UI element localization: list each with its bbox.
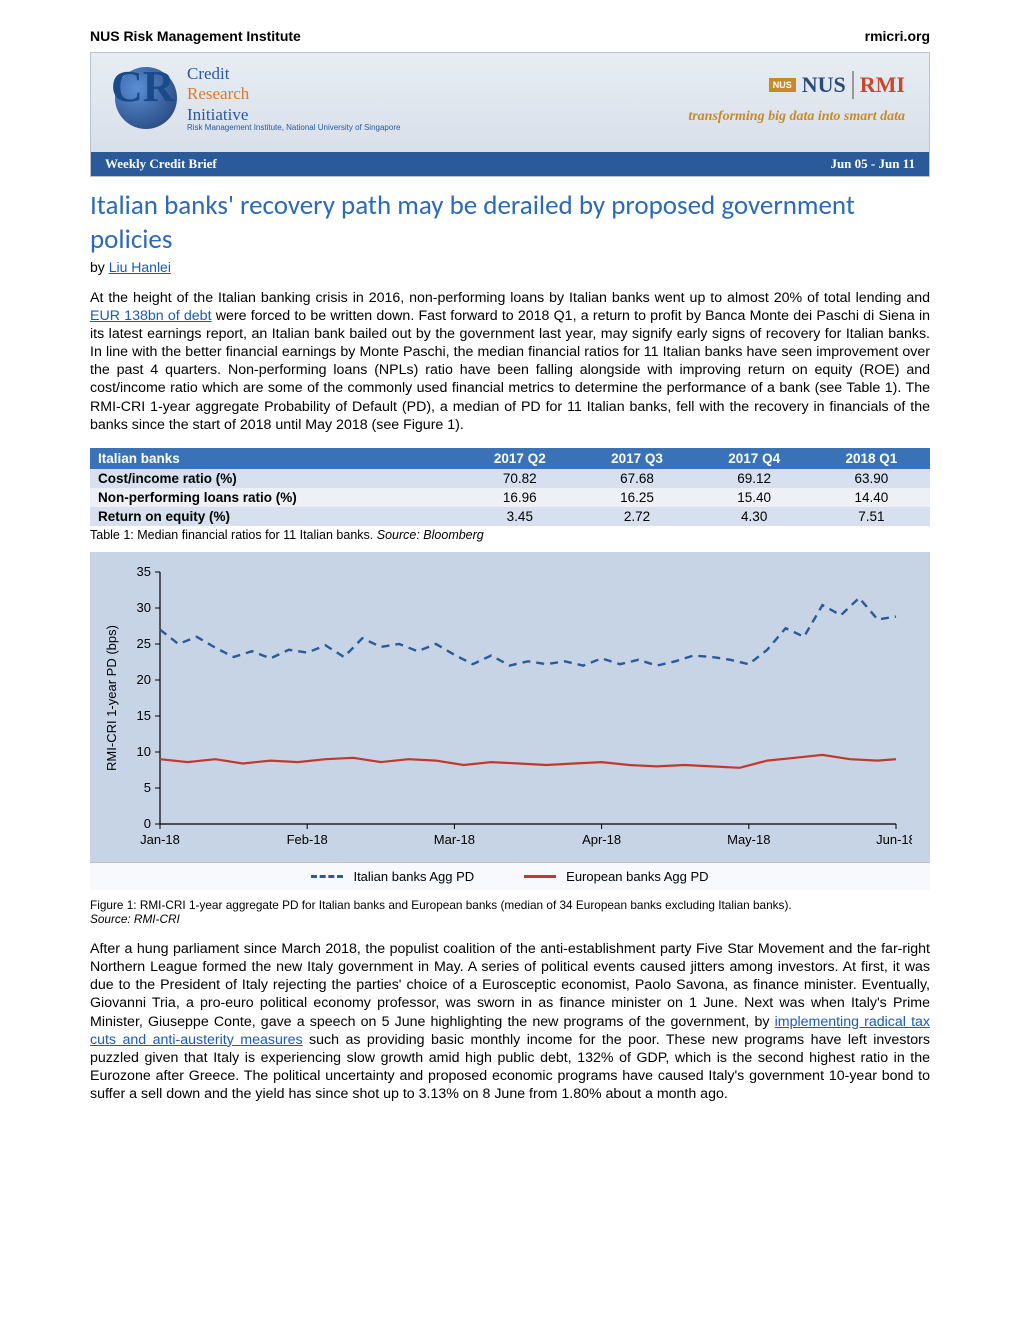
legend-label: Italian banks Agg PD — [353, 869, 474, 884]
table-caption: Table 1: Median financial ratios for 11 … — [90, 528, 930, 542]
banner: Credit Research Initiative Risk Manageme… — [90, 52, 930, 177]
legend-swatch — [524, 875, 556, 878]
financial-ratios-table: Italian banks2017 Q22017 Q32017 Q42018 Q… — [90, 448, 930, 526]
table-row: Non-performing loans ratio (%)16.9616.25… — [90, 488, 930, 507]
svg-text:May-18: May-18 — [727, 832, 770, 847]
legend-item: European banks Agg PD — [524, 869, 708, 884]
chart-legend: Italian banks Agg PD European banks Agg P… — [90, 862, 930, 890]
table-header-cell: 2017 Q4 — [696, 448, 813, 469]
table-cell: 63.90 — [813, 469, 930, 488]
row-label: Non-performing loans ratio (%) — [90, 488, 461, 507]
globe-icon — [115, 67, 177, 129]
row-label: Return on equity (%) — [90, 507, 461, 526]
table-cell: 14.40 — [813, 488, 930, 507]
table-cell: 16.96 — [461, 488, 578, 507]
svg-text:Apr-18: Apr-18 — [582, 832, 621, 847]
table-row: Cost/income ratio (%)70.8267.6869.1263.9… — [90, 469, 930, 488]
table-cell: 16.25 — [578, 488, 695, 507]
figure-caption: Figure 1: RMI-CRI 1-year aggregate PD fo… — [90, 898, 930, 926]
chart-svg: 0 5 10 15 20 25 30 35 Jan-18 Feb-18 Mar-18 Apr-18 Ma… — [100, 562, 912, 854]
tagline: transforming big data into smart data — [688, 109, 905, 125]
page-header: NUS Risk Management Institute rmicri.org — [90, 28, 930, 44]
cri-word-2: Research — [187, 84, 400, 104]
svg-text:Mar-18: Mar-18 — [434, 832, 475, 847]
svg-text:Jan-18: Jan-18 — [140, 832, 180, 847]
table-row: Return on equity (%)3.452.724.307.51 — [90, 507, 930, 526]
cri-subtitle: Risk Management Institute, National Univ… — [187, 123, 400, 132]
rmi-text: RMI — [860, 72, 905, 98]
table-cell: 7.51 — [813, 507, 930, 526]
svg-text:Feb-18: Feb-18 — [287, 832, 328, 847]
paragraph-1: At the height of the Italian banking cri… — [90, 289, 930, 434]
legend-item: Italian banks Agg PD — [311, 869, 474, 884]
brief-date: Jun 05 - Jun 11 — [830, 156, 915, 172]
byline: by Liu Hanlei — [90, 259, 930, 275]
author-link[interactable]: Liu Hanlei — [109, 259, 171, 275]
svg-text:20: 20 — [137, 672, 151, 687]
debt-link[interactable]: EUR 138bn of debt — [90, 308, 212, 324]
table-cell: 69.12 — [696, 469, 813, 488]
cri-word-1: Credit — [187, 64, 400, 84]
svg-text:0: 0 — [144, 816, 151, 831]
table-cell: 3.45 — [461, 507, 578, 526]
row-label: Cost/income ratio (%) — [90, 469, 461, 488]
svg-text:RMI-CRI 1-year PD (bps): RMI-CRI 1-year PD (bps) — [104, 625, 119, 771]
table-cell: 67.68 — [578, 469, 695, 488]
svg-text:Jun-18: Jun-18 — [876, 832, 912, 847]
nus-text: NUS — [802, 72, 846, 98]
svg-text:5: 5 — [144, 780, 151, 795]
table-cell: 15.40 — [696, 488, 813, 507]
table-cell: 2.72 — [578, 507, 695, 526]
table-header-label: Italian banks — [90, 448, 461, 469]
cri-logo: Credit Research Initiative Risk Manageme… — [115, 64, 400, 132]
svg-text:30: 30 — [137, 600, 151, 615]
brief-label: Weekly Credit Brief — [105, 156, 217, 172]
site-url: rmicri.org — [865, 28, 930, 44]
org-name: NUS Risk Management Institute — [90, 28, 301, 44]
nus-badge-icon: NUS — [769, 78, 796, 92]
paragraph-2: After a hung parliament since March 2018… — [90, 940, 930, 1104]
article-title: Italian banks' recovery path may be dera… — [90, 189, 930, 257]
table-header-cell: 2017 Q3 — [578, 448, 695, 469]
pd-chart: 0 5 10 15 20 25 30 35 Jan-18 Feb-18 Mar-18 Apr-18 Ma… — [90, 552, 930, 890]
table-header-cell: 2017 Q2 — [461, 448, 578, 469]
svg-text:15: 15 — [137, 708, 151, 723]
legend-swatch — [311, 875, 343, 878]
table-cell: 4.30 — [696, 507, 813, 526]
legend-label: European banks Agg PD — [566, 869, 708, 884]
svg-text:35: 35 — [137, 564, 151, 579]
cri-word-3: Initiative — [187, 105, 400, 125]
nus-rmi-logo: NUS NUS RMI transforming big data into s… — [688, 71, 905, 125]
svg-text:10: 10 — [137, 744, 151, 759]
logo-divider — [852, 71, 854, 99]
svg-text:25: 25 — [137, 636, 151, 651]
table-header-cell: 2018 Q1 — [813, 448, 930, 469]
table-cell: 70.82 — [461, 469, 578, 488]
